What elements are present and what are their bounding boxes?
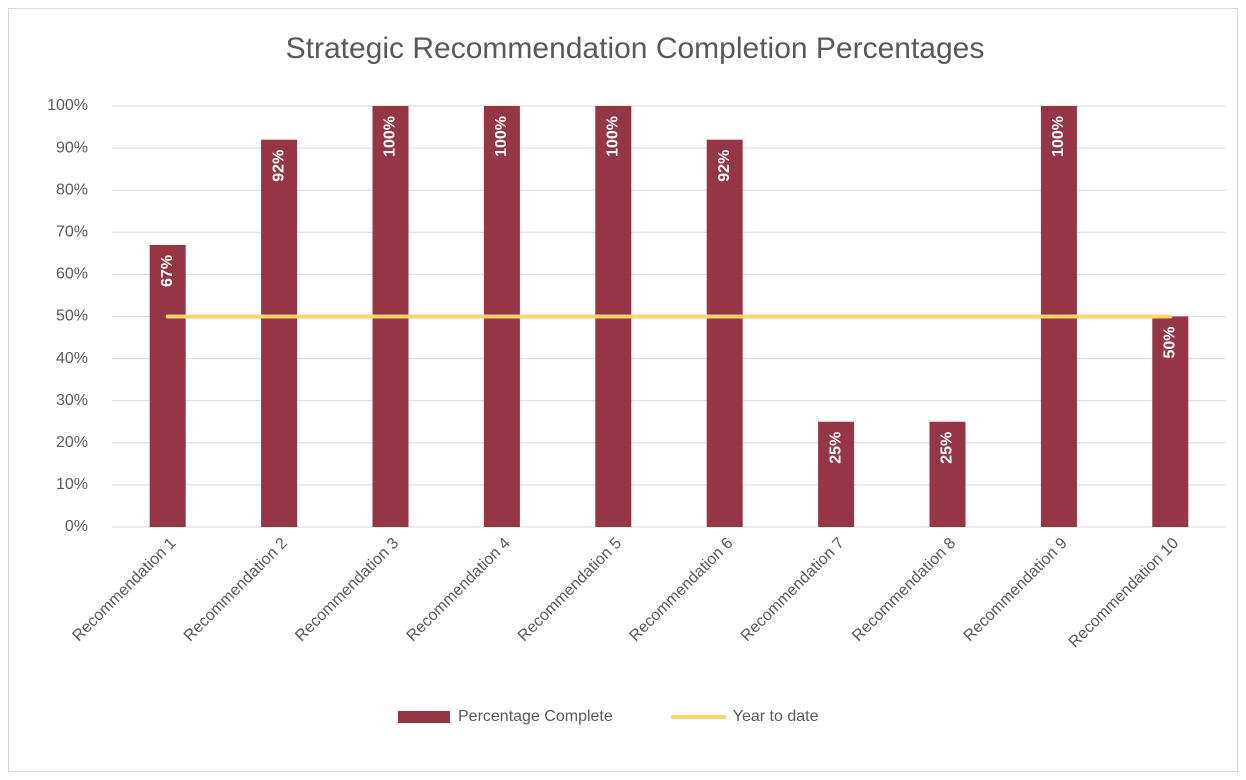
bar	[706, 139, 743, 527]
y-tick-label: 10%	[56, 476, 88, 493]
data-label: 50%	[1162, 327, 1179, 359]
data-label: 100%	[1050, 116, 1067, 157]
legend-label: Percentage Complete	[458, 708, 613, 725]
y-tick-label: 40%	[56, 350, 88, 367]
y-tick-label: 80%	[56, 181, 88, 198]
y-tick-label: 70%	[56, 224, 88, 241]
bar	[818, 421, 855, 527]
legend-swatch	[398, 711, 450, 723]
data-label: 25%	[939, 432, 956, 464]
data-label: 100%	[605, 116, 622, 157]
y-tick-label: 20%	[56, 434, 88, 451]
chart-title: Strategic Recommendation Completion Perc…	[286, 32, 985, 65]
y-tick-label: 0%	[65, 518, 88, 535]
data-label: 92%	[270, 150, 287, 182]
legend-label: Year to date	[733, 708, 819, 725]
y-tick-label: 60%	[56, 266, 88, 283]
data-label: 25%	[827, 432, 844, 464]
bar	[149, 244, 186, 527]
data-label: 67%	[159, 255, 176, 287]
data-label: 92%	[716, 150, 733, 182]
bar	[261, 139, 298, 527]
y-tick-label: 90%	[56, 139, 88, 156]
bar	[1152, 316, 1189, 527]
y-tick-label: 30%	[56, 392, 88, 409]
bar	[929, 421, 966, 527]
data-label: 100%	[493, 116, 510, 157]
y-tick-label: 100%	[47, 97, 88, 114]
data-label: 100%	[382, 116, 399, 157]
y-tick-label: 50%	[56, 308, 88, 325]
